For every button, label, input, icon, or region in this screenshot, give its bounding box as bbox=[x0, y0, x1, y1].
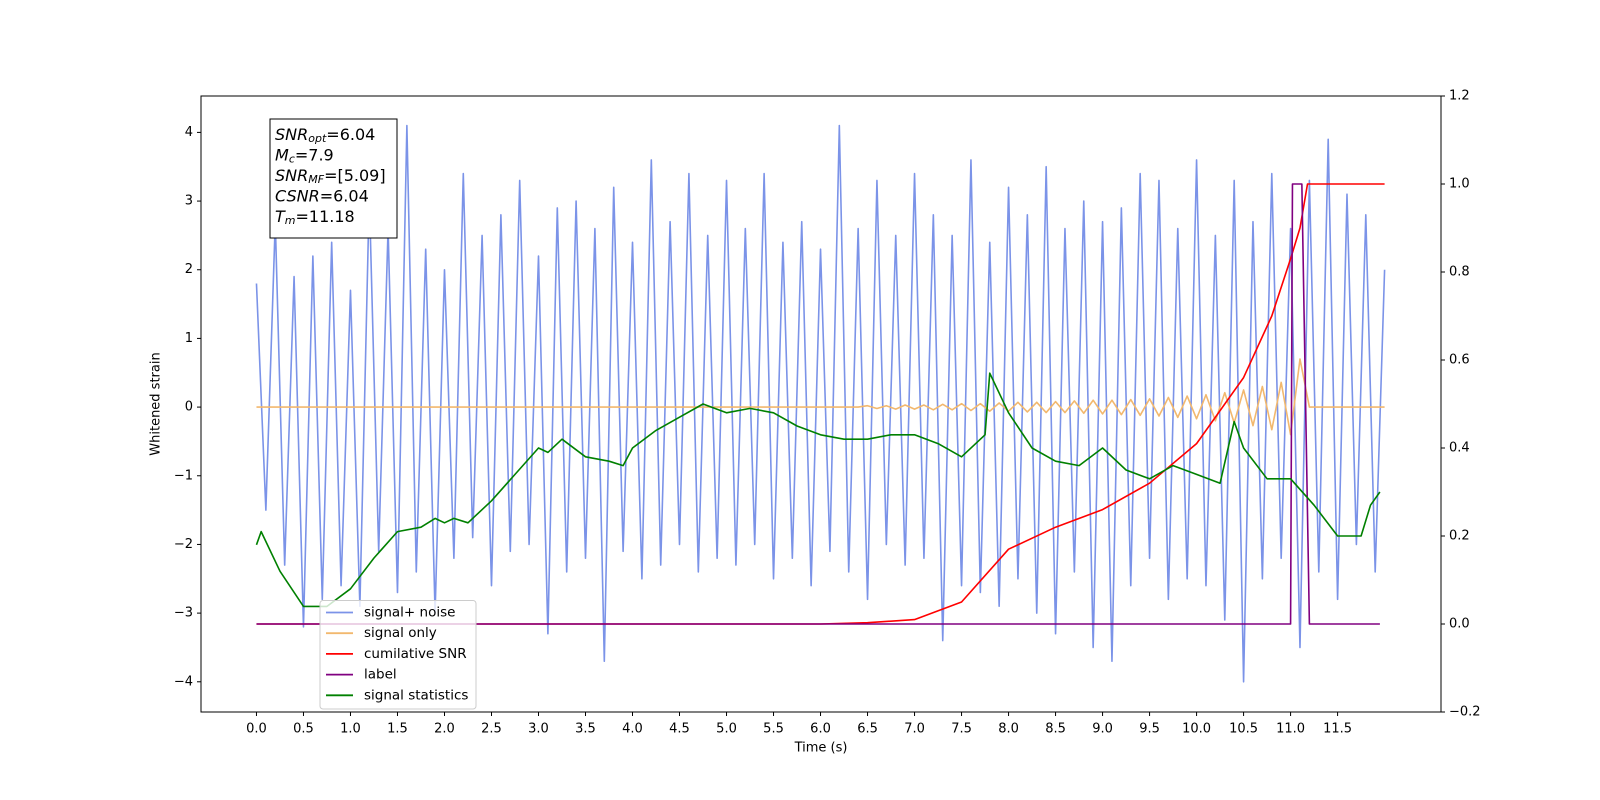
legend-label: signal+ noise bbox=[364, 605, 455, 621]
annotation-text: =[5.09] bbox=[324, 166, 386, 185]
x-axis-label: Time (s) bbox=[794, 741, 848, 756]
x-tick-label: 0.5 bbox=[293, 722, 314, 737]
x-tick-label: 8.0 bbox=[998, 722, 1019, 737]
x-tick-label: 10.0 bbox=[1182, 722, 1211, 737]
y-tick-label: 0 bbox=[185, 400, 193, 415]
x-tick-label: 0.0 bbox=[246, 722, 267, 737]
annotation-text: =6.04 bbox=[320, 186, 369, 205]
legend-box bbox=[319, 600, 477, 710]
series-line bbox=[256, 358, 1385, 436]
y-tick-label: −2 bbox=[174, 537, 193, 552]
x-tick-label: 7.5 bbox=[951, 722, 972, 737]
y-tick-label: −3 bbox=[174, 606, 193, 621]
legend-label: signal statistics bbox=[364, 687, 468, 703]
legend-label: signal only bbox=[364, 625, 437, 641]
y-tick-label: −4 bbox=[174, 674, 193, 689]
x-tick-label: 1.0 bbox=[340, 722, 361, 737]
y2-tick-label: −0.2 bbox=[1449, 705, 1481, 720]
x-tick-label: 11.5 bbox=[1323, 722, 1352, 737]
annotation-text: =6.04 bbox=[326, 125, 375, 144]
annotation: Tm=11.18 bbox=[275, 207, 355, 228]
x-tick-label: 5.0 bbox=[716, 722, 737, 737]
annotation-subscript: m bbox=[285, 214, 296, 227]
annotation-subscript: c bbox=[289, 153, 295, 166]
annotation-text: =7.9 bbox=[295, 145, 334, 164]
plot-frame bbox=[200, 95, 1442, 713]
x-tick-label: 9.0 bbox=[1092, 722, 1113, 737]
x-tick-label: 6.0 bbox=[810, 722, 831, 737]
x-tick-label: 2.0 bbox=[434, 722, 455, 737]
x-tick-label: 4.0 bbox=[622, 722, 643, 737]
legend-label: label bbox=[364, 667, 397, 683]
x-tick-label: 10.5 bbox=[1229, 722, 1258, 737]
annotation-symbol: T bbox=[275, 207, 286, 226]
legend-label: cumilative SNR bbox=[364, 646, 467, 662]
y2-tick-label: 0.6 bbox=[1449, 353, 1470, 368]
x-tick-label: 7.0 bbox=[904, 722, 925, 737]
y2-tick-label: 0.4 bbox=[1449, 441, 1470, 456]
series-line bbox=[255, 124, 1386, 683]
annotation: CSNR=6.04 bbox=[275, 186, 369, 205]
y2-tick-label: 0.2 bbox=[1449, 529, 1470, 544]
x-tick-label: 4.5 bbox=[669, 722, 690, 737]
annotation-box bbox=[269, 118, 398, 239]
x-tick-label: 8.5 bbox=[1045, 722, 1066, 737]
y2-tick-label: 1.0 bbox=[1449, 177, 1470, 192]
series-line bbox=[255, 372, 1381, 608]
annotation-subscript: opt bbox=[308, 132, 327, 145]
y-tick-label: 2 bbox=[185, 262, 193, 277]
x-tick-label: 11.0 bbox=[1276, 722, 1305, 737]
y-tick-label: 4 bbox=[185, 125, 193, 140]
annotation-symbol: M bbox=[275, 145, 289, 164]
x-tick-label: 3.0 bbox=[528, 722, 549, 737]
x-tick-label: 2.5 bbox=[481, 722, 502, 737]
annotation: SNRMF=[5.09] bbox=[275, 166, 386, 187]
annotation-symbol: SNR bbox=[275, 166, 308, 185]
y-axis-label: Whitened strain bbox=[149, 352, 164, 455]
x-tick-label: 1.5 bbox=[387, 722, 408, 737]
y-tick-label: 1 bbox=[185, 331, 193, 346]
annotation-symbol: SNR bbox=[275, 125, 308, 144]
x-tick-label: 9.5 bbox=[1139, 722, 1160, 737]
annotation-subscript: MF bbox=[308, 173, 324, 186]
y2-tick-label: 0.8 bbox=[1449, 265, 1470, 280]
y2-tick-label: 1.2 bbox=[1449, 89, 1470, 104]
series-line bbox=[256, 183, 1380, 625]
series-line bbox=[256, 183, 1385, 625]
x-tick-label: 6.5 bbox=[857, 722, 878, 737]
y-tick-label: −1 bbox=[174, 468, 193, 483]
annotation: Mc=7.9 bbox=[275, 145, 334, 166]
x-tick-label: 5.5 bbox=[763, 722, 784, 737]
y-tick-label: 3 bbox=[185, 194, 193, 209]
annotation: SNRopt=6.04 bbox=[275, 125, 375, 146]
annotation-text: =11.18 bbox=[296, 207, 355, 226]
y2-tick-label: 0.0 bbox=[1449, 617, 1470, 632]
x-tick-label: 3.5 bbox=[575, 722, 596, 737]
annotation-symbol: CSNR bbox=[275, 186, 320, 205]
